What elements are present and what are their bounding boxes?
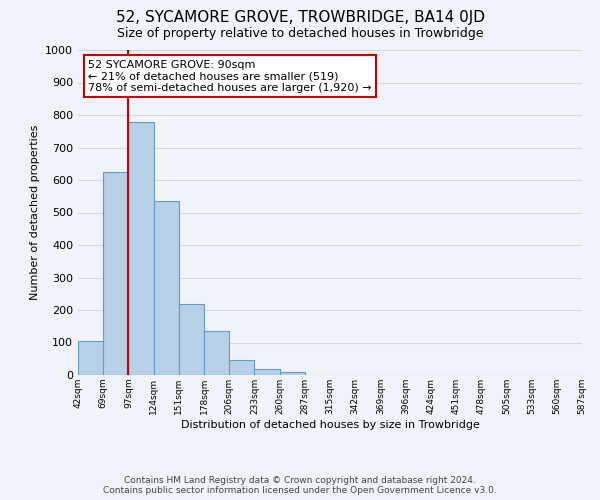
Text: 52, SYCAMORE GROVE, TROWBRIDGE, BA14 0JD: 52, SYCAMORE GROVE, TROWBRIDGE, BA14 0JD: [115, 10, 485, 25]
Bar: [103, 172, 128, 375]
Bar: [280, 372, 305, 375]
Text: 52 SYCAMORE GROVE: 90sqm
← 21% of detached houses are smaller (519)
78% of semi-: 52 SYCAMORE GROVE: 90sqm ← 21% of detach…: [88, 60, 372, 93]
X-axis label: Distribution of detached houses by size in Trowbridge: Distribution of detached houses by size …: [181, 420, 479, 430]
Text: Size of property relative to detached houses in Trowbridge: Size of property relative to detached ho…: [117, 28, 483, 40]
Bar: [204, 331, 229, 375]
Bar: [154, 201, 179, 375]
Text: Contains HM Land Registry data © Crown copyright and database right 2024.
Contai: Contains HM Land Registry data © Crown c…: [103, 476, 497, 495]
Bar: [254, 369, 280, 375]
Bar: [78, 341, 103, 375]
Bar: [179, 304, 204, 375]
Bar: [229, 360, 254, 375]
Y-axis label: Number of detached properties: Number of detached properties: [29, 125, 40, 300]
Bar: [128, 122, 154, 375]
